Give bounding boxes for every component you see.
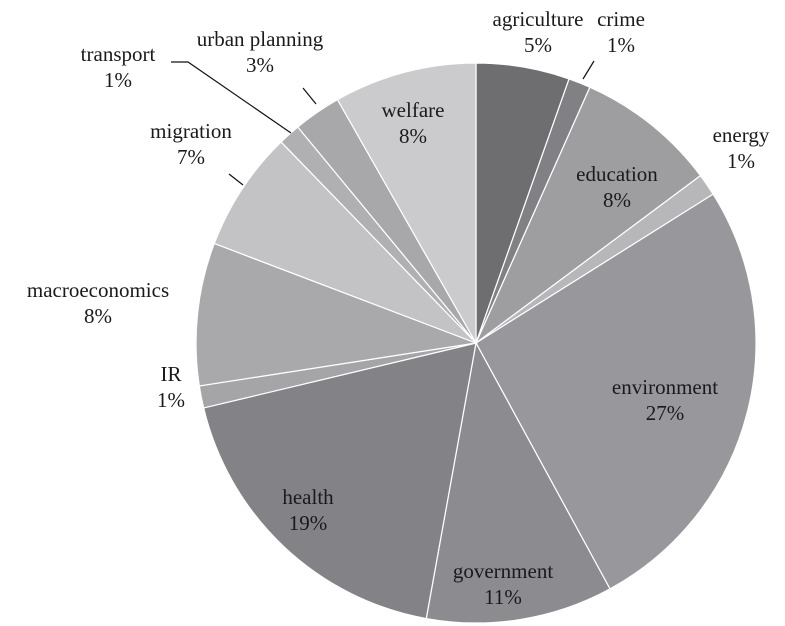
slice-name-welfare: welfare xyxy=(382,98,445,122)
slice-label-migration: migration 7% xyxy=(150,119,232,169)
pie-slice-migration xyxy=(213,141,477,344)
slice-label-macroeconomics: macroeconomics 8% xyxy=(27,278,169,328)
slice-percent-urban-planning: 3% xyxy=(246,53,274,77)
slice-name-urban-planning: urban planning xyxy=(197,27,324,51)
slice-percent-government: 11% xyxy=(484,585,522,609)
pie-slice-education xyxy=(474,86,702,345)
pie-slice-government xyxy=(425,341,611,624)
pie-slices xyxy=(195,62,757,624)
slice-label-transport: transport 1% xyxy=(81,42,156,92)
slice-name-migration: migration xyxy=(150,119,232,143)
slice-label-welfare: welfare 8% xyxy=(382,98,445,148)
slice-name-macroeconomics: macroeconomics xyxy=(27,278,169,302)
slice-label-crime: crime 1% xyxy=(597,7,645,57)
slice-percent-energy: 1% xyxy=(727,149,755,173)
slice-label-ir: IR 1% xyxy=(157,362,185,412)
leader-lines xyxy=(171,60,595,186)
slice-percent-macroeconomics: 8% xyxy=(84,304,112,328)
leader-line-urban-planning xyxy=(302,87,317,105)
slice-name-education: education xyxy=(576,162,658,186)
pie-slice-health xyxy=(202,342,477,620)
slice-labels: agriculture 5%crime 1%education 8%energy 1%e… xyxy=(27,7,770,609)
pie-slice-macroeconomics xyxy=(195,242,479,387)
slice-label-urban-planning: urban planning 3% xyxy=(197,27,324,77)
leader-line-migration xyxy=(228,173,244,186)
slice-label-education: education 8% xyxy=(576,162,658,212)
slice-name-agriculture: agriculture xyxy=(493,7,584,31)
slice-name-crime: crime xyxy=(597,7,645,31)
slice-name-transport: transport xyxy=(81,42,156,66)
slice-percent-transport: 1% xyxy=(104,68,132,92)
slice-percent-health: 19% xyxy=(289,511,328,535)
slice-label-government: government 11% xyxy=(453,559,553,609)
slice-name-government: government xyxy=(453,559,553,583)
slice-label-energy: energy 1% xyxy=(713,123,770,173)
slice-name-health: health xyxy=(282,485,334,509)
slice-percent-migration: 7% xyxy=(177,145,205,169)
slice-percent-education: 8% xyxy=(603,188,631,212)
slice-percent-crime: 1% xyxy=(607,33,635,57)
pie-slice-welfare xyxy=(336,62,477,346)
slice-name-energy: energy xyxy=(713,123,770,147)
slice-percent-welfare: 8% xyxy=(399,124,427,148)
slice-percent-ir: 1% xyxy=(157,388,185,412)
pie-slice-environment xyxy=(475,193,757,590)
slice-percent-agriculture: 5% xyxy=(524,33,552,57)
slice-name-ir: IR xyxy=(161,362,182,386)
slice-label-agriculture: agriculture 5% xyxy=(493,7,584,57)
slice-label-health: health 19% xyxy=(282,485,334,535)
slice-percent-environment: 27% xyxy=(646,401,685,425)
slice-name-environment: environment xyxy=(612,375,718,399)
leader-line-transport xyxy=(171,61,292,134)
leader-line-crime xyxy=(582,60,595,80)
slice-label-environment: environment 27% xyxy=(612,375,718,425)
